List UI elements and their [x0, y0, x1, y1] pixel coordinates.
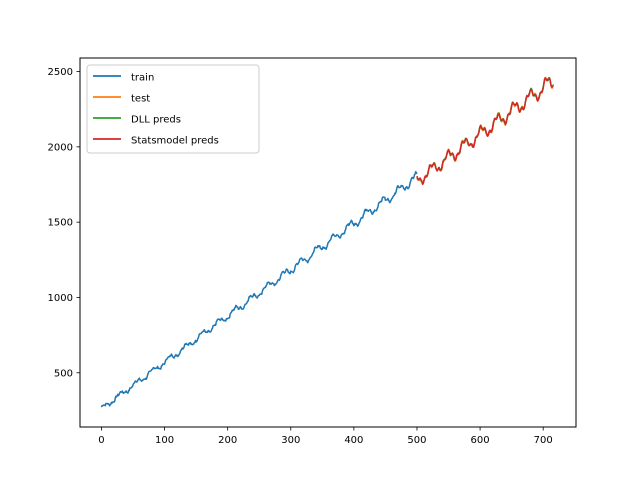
- y-tick-label: 1500: [48, 218, 73, 229]
- x-tick-label: 700: [534, 435, 553, 446]
- y-tick-label: 1000: [48, 293, 73, 304]
- y-tick-label: 2000: [48, 142, 73, 153]
- x-axis: 0 100 200 300 400 500 600 700: [98, 427, 553, 446]
- x-tick-label: 300: [281, 435, 300, 446]
- x-tick-label: 0: [98, 435, 104, 446]
- x-tick-label: 400: [344, 435, 363, 446]
- y-tick-label: 500: [54, 368, 73, 379]
- series-line-statsmodel-preds: [416, 77, 554, 186]
- x-tick-label: 100: [155, 435, 174, 446]
- y-tick-label: 2500: [48, 67, 73, 78]
- legend-label: train: [131, 73, 154, 84]
- x-tick-label: 600: [471, 435, 490, 446]
- legend: train test DLL preds Statsmodel preds: [86, 64, 260, 154]
- legend-label: test: [131, 94, 150, 105]
- legend-box: [86, 64, 260, 154]
- series-line-train: [100, 170, 418, 408]
- x-tick-label: 500: [407, 435, 426, 446]
- x-tick-label: 200: [218, 435, 237, 446]
- series-layer: [100, 76, 555, 408]
- legend-label: Statsmodel preds: [131, 136, 219, 147]
- y-axis: 500 1000 1500 2000 2500: [48, 67, 80, 379]
- legend-label: DLL preds: [131, 115, 181, 126]
- plot-frame: [79, 57, 577, 428]
